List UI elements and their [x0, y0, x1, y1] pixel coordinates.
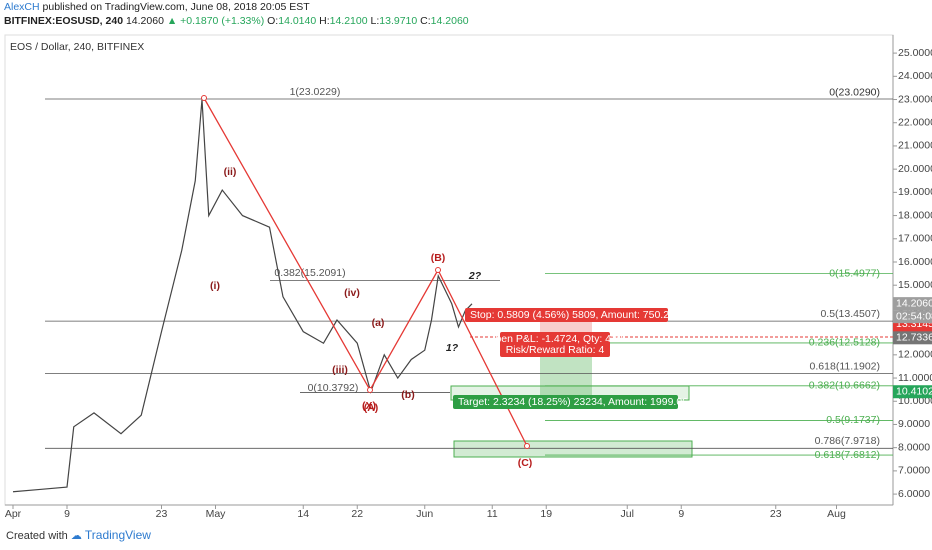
x-tick-label: Aug — [827, 508, 846, 520]
y-tick-label: 8.0000 — [898, 441, 930, 453]
pnl-text: Open P&L: -1.4724, Qty: 430 — [487, 333, 623, 345]
fib-label: 1(23.0229) — [290, 86, 341, 98]
wave-label: (ii) — [224, 166, 237, 178]
y-tick-label: 25.0000 — [898, 47, 932, 59]
fib-label: 0(23.0290) — [829, 87, 880, 99]
c-label: C: — [420, 15, 431, 27]
fib-label: 0.618(11.1902) — [810, 360, 880, 372]
x-tick-label: Jul — [621, 508, 634, 520]
price-badge — [893, 297, 932, 311]
fib-label: 0.236(12.5128) — [809, 337, 880, 349]
y-tick-label: 12.0000 — [898, 349, 932, 361]
x-tick-label: 14 — [297, 508, 309, 520]
fib-label: 0.618(7.6812) — [815, 449, 880, 461]
pnl-box — [500, 332, 610, 357]
fib-label: 0.5(9.1737) — [826, 414, 880, 426]
low: 13.9710 — [379, 15, 418, 27]
wave-label: (b) — [401, 389, 414, 401]
price-badge-label: 14.2060 — [896, 297, 932, 309]
y-tick-label: 21.0000 — [898, 140, 932, 152]
y-tick-label: 22.0000 — [898, 117, 932, 129]
countdown-badge — [893, 310, 932, 324]
x-tick-label: May — [206, 508, 227, 520]
x-tick-label: 23 — [770, 508, 782, 520]
x-tick-label: 9 — [64, 508, 70, 520]
wave-point — [524, 443, 530, 449]
wave-label: (iv) — [344, 287, 360, 299]
fib-label: 0(10.3792) — [308, 382, 359, 394]
y-tick-label: 24.0000 — [898, 70, 932, 82]
y-tick-label: 18.0000 — [898, 209, 932, 221]
price-badge-label: 12.7336 — [896, 332, 932, 344]
footer: Created with ☁ TradingView — [6, 528, 151, 542]
symbol: BITFINEX:EOSUSD, 240 — [4, 15, 124, 27]
fib-label: 0.786(7.9718) — [815, 435, 880, 447]
x-tick-label: 22 — [351, 508, 363, 520]
x-tick-label: Jun — [416, 508, 433, 520]
x-tick-label: 9 — [678, 508, 684, 520]
target-box — [453, 395, 678, 409]
wave-label: (A) — [364, 402, 379, 414]
fib-label: 0.382(10.6662) — [809, 380, 880, 392]
wave-label: (i) — [210, 280, 220, 292]
fib-label: 0.5(13.4507) — [820, 308, 880, 320]
wave-label: (B) — [431, 252, 446, 264]
y-tick-label: 17.0000 — [898, 233, 932, 245]
wave-label: (iii) — [332, 364, 348, 376]
wave-path — [203, 97, 528, 447]
zone-box — [453, 440, 693, 458]
wave-label: (a) — [372, 317, 385, 329]
published: published on TradingView.com, June 08, 2… — [42, 1, 310, 13]
price-badge — [893, 385, 932, 399]
last: 14.2060 — [125, 15, 164, 27]
wave-label: 1? — [446, 342, 459, 354]
x-tick-label: 19 — [540, 508, 552, 520]
y-tick-label: 19.0000 — [898, 186, 932, 198]
wave-point — [435, 267, 441, 273]
x-tick-label: 11 — [487, 508, 498, 520]
y-tick-label: 23.0000 — [898, 93, 932, 105]
y-tick-label: 16.0000 — [898, 256, 932, 268]
x-tick-label: Apr — [5, 508, 22, 520]
plot-frame — [4, 34, 894, 506]
countdown: 02:54:08 — [896, 310, 932, 322]
l-label: L: — [370, 15, 380, 27]
y-tick-label: 9.0000 — [898, 418, 930, 430]
high: 14.2100 — [329, 15, 368, 27]
close: 14.2060 — [430, 15, 469, 27]
change: ▲ +0.1870 (+1.33%) — [166, 15, 265, 27]
brand[interactable]: TradingView — [84, 528, 151, 542]
logo: ☁ — [70, 530, 82, 542]
y-tick-label: 15.0000 — [898, 279, 932, 291]
wave-label: 2? — [468, 270, 482, 282]
chart-title: EOS / Dollar, 240, BITFINEX — [10, 41, 144, 53]
o-label: O: — [267, 15, 279, 27]
open: 14.0140 — [278, 15, 317, 27]
price-badge-label: 10.4102 — [896, 386, 932, 398]
target-text: Target: 2.3234 (18.25%) 23234, Amount: 1… — [458, 396, 688, 408]
h-label: H: — [319, 15, 330, 27]
wave-label: (X) — [362, 400, 376, 412]
author[interactable]: AlexCH — [4, 1, 40, 13]
x-tick-label: 23 — [156, 508, 168, 520]
stop-text: Stop: 0.5809 (4.56%) 5809, Amount: 750.2… — [470, 309, 675, 321]
y-tick-label: 6.0000 — [898, 488, 930, 500]
y-tick-label: 20.0000 — [898, 163, 932, 175]
fib-label: 0(15.4977) — [829, 267, 880, 279]
stop-box — [465, 308, 668, 322]
chart: EOS / Dollar, 240, BITFINEX 6.0000 7.0000… — [4, 34, 932, 520]
price-badge — [893, 331, 932, 345]
price-line — [12, 99, 473, 493]
pnl-text: Risk/Reward Ratio: 4 — [506, 344, 605, 356]
header: AlexCH published on TradingView.com, Jun… — [4, 0, 469, 28]
fib-label: 0.382(15.2091) — [274, 267, 345, 279]
y-tick-label: 11.0000 — [898, 372, 932, 384]
wave-point — [367, 387, 373, 393]
y-tick-label: 7.0000 — [898, 465, 930, 477]
wave-label: (C) — [518, 457, 533, 469]
created: Created with — [6, 530, 68, 542]
wave-point — [201, 95, 207, 101]
